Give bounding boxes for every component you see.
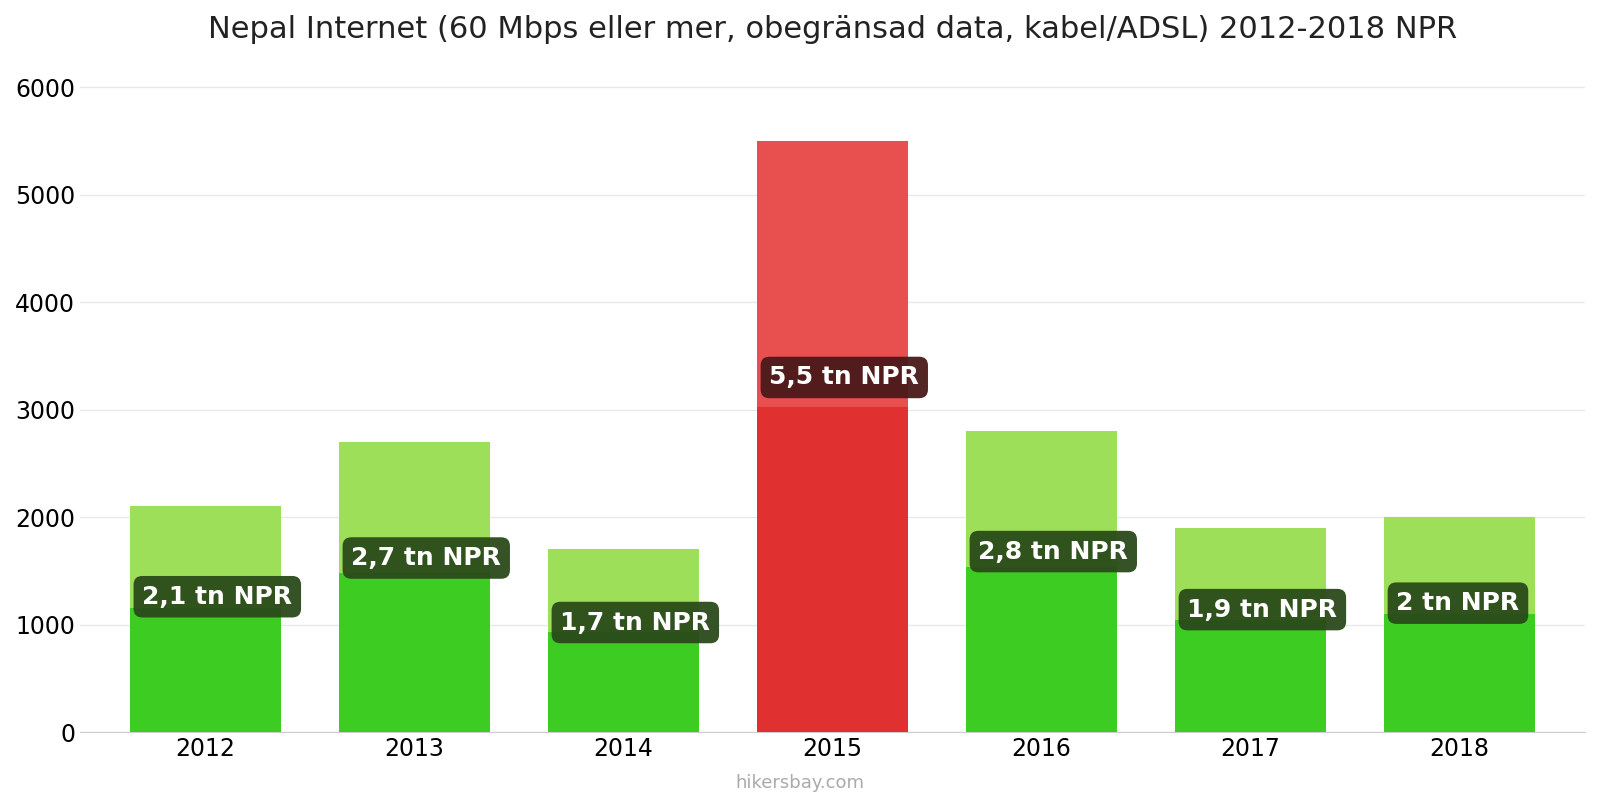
Title: Nepal Internet (60 Mbps eller mer, obegränsad data, kabel/ADSL) 2012-2018 NPR: Nepal Internet (60 Mbps eller mer, obegr…: [208, 15, 1458, 44]
Text: 1,7 tn NPR: 1,7 tn NPR: [560, 610, 710, 634]
Text: 5,5 tn NPR: 5,5 tn NPR: [770, 366, 920, 390]
Text: 2,1 tn NPR: 2,1 tn NPR: [142, 585, 293, 609]
Bar: [1176, 620, 1326, 732]
Bar: [130, 506, 280, 608]
Bar: [549, 632, 699, 732]
Bar: [339, 442, 490, 573]
Bar: [757, 407, 907, 732]
Bar: [549, 550, 699, 632]
Text: 2,7 tn NPR: 2,7 tn NPR: [352, 546, 501, 570]
Text: hikersbay.com: hikersbay.com: [736, 774, 864, 792]
Bar: [757, 141, 907, 407]
Bar: [339, 573, 490, 732]
Text: 1,9 tn NPR: 1,9 tn NPR: [1187, 598, 1338, 622]
Text: 2 tn NPR: 2 tn NPR: [1397, 591, 1520, 615]
Text: 2,8 tn NPR: 2,8 tn NPR: [978, 539, 1128, 563]
Bar: [1384, 614, 1534, 732]
Bar: [966, 431, 1117, 566]
Bar: [966, 566, 1117, 732]
Bar: [1176, 528, 1326, 620]
Bar: [130, 608, 280, 732]
Bar: [1384, 517, 1534, 614]
